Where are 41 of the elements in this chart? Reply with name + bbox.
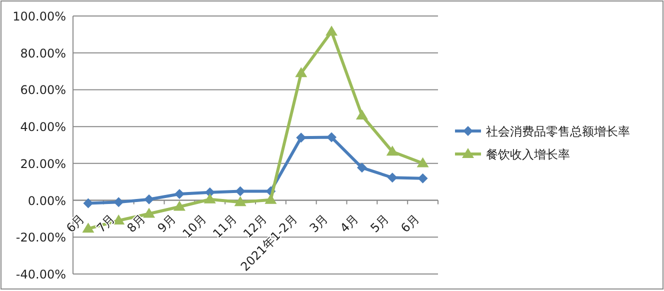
point bbox=[143, 208, 156, 218]
x-tick-label: 3月 bbox=[306, 212, 331, 236]
x-tick-label: 10月 bbox=[180, 212, 209, 241]
y-tick-label: 100.00% bbox=[12, 10, 66, 24]
legend-label: 餐饮收入增长率 bbox=[486, 148, 570, 162]
point bbox=[83, 198, 94, 208]
y-tick-label: -40.00% bbox=[16, 268, 66, 282]
y-tick-label: 0.00% bbox=[28, 194, 66, 208]
y-tick-label: 80.00% bbox=[20, 46, 66, 60]
point bbox=[174, 189, 184, 200]
point bbox=[82, 222, 94, 233]
x-tick-label: 11月 bbox=[210, 212, 240, 241]
legend-label: 社会消费品零售总额增长率 bbox=[486, 124, 630, 138]
x-tick-label: 6月 bbox=[64, 212, 88, 236]
x-tick-label: 4月 bbox=[337, 212, 362, 236]
point bbox=[295, 67, 308, 78]
y-tick-label: 60.00% bbox=[20, 83, 66, 98]
point bbox=[416, 157, 429, 168]
y-tick-label: 40.00% bbox=[20, 120, 66, 134]
point bbox=[144, 194, 154, 204]
point bbox=[418, 173, 428, 184]
x-tick-label: 9月 bbox=[154, 212, 179, 236]
point bbox=[235, 186, 246, 196]
x-tick-label: 6月 bbox=[398, 212, 422, 236]
y-tick-label: 20.00% bbox=[20, 156, 66, 171]
point bbox=[387, 172, 398, 183]
point bbox=[234, 196, 246, 206]
point bbox=[173, 200, 186, 211]
x-tick-label: 7月 bbox=[94, 212, 118, 236]
point bbox=[204, 193, 216, 204]
point bbox=[326, 26, 338, 36]
y-tick-label: -20.00% bbox=[16, 230, 66, 245]
x-tick-label: 8月 bbox=[124, 212, 148, 236]
point bbox=[386, 146, 398, 156]
point bbox=[114, 197, 124, 208]
point bbox=[326, 132, 337, 142]
point bbox=[264, 194, 277, 204]
point bbox=[356, 110, 368, 120]
point bbox=[356, 162, 367, 173]
point bbox=[296, 132, 306, 143]
x-tick-label: 5月 bbox=[368, 212, 392, 236]
